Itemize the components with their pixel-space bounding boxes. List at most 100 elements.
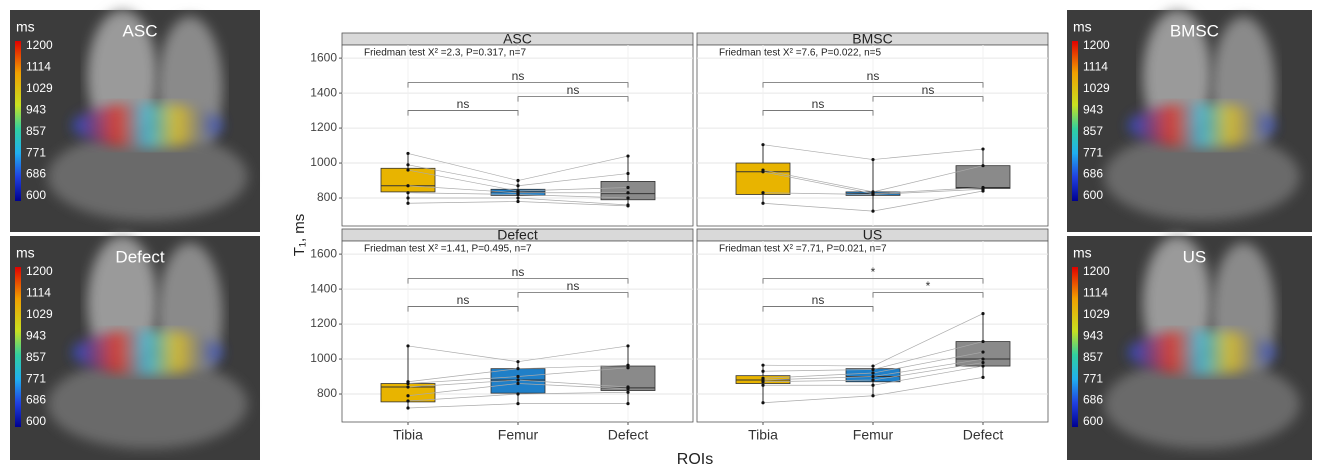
significance-label: ns <box>512 265 525 279</box>
y-tick-label: 800 <box>317 386 337 400</box>
colorbar-tick-label: 1200 <box>26 264 53 278</box>
subject-point <box>981 350 984 353</box>
facet-title: US <box>863 227 882 243</box>
image-label: Defect <box>115 247 164 266</box>
colorbar <box>15 267 21 427</box>
subject-point <box>871 378 874 381</box>
subject-point <box>761 364 764 367</box>
subject-point <box>406 184 409 187</box>
subject-point <box>981 361 984 364</box>
subject-point <box>406 202 409 205</box>
facet-title: BMSC <box>852 31 892 47</box>
significance-label: ns <box>512 69 525 83</box>
colorbar-tick-label: 600 <box>1083 414 1103 428</box>
subject-point <box>871 384 874 387</box>
annotation: Friedman test X² =1.41, P=0.495, n=7 <box>364 244 532 255</box>
colorbar-tick-label: 1200 <box>1083 264 1110 278</box>
colorbar-tick-label: 600 <box>1083 188 1103 202</box>
colorbar-tick-label: 1029 <box>1083 81 1110 95</box>
colorbar-tick-label: 600 <box>26 414 46 428</box>
colorbar-tick-label: 771 <box>1083 145 1103 159</box>
colorbar <box>1072 267 1078 427</box>
subject-point <box>406 152 409 155</box>
colorbar-tick-label: 1029 <box>26 307 53 321</box>
subject-point <box>981 357 984 360</box>
colorbar-tick-label: 943 <box>1083 328 1103 342</box>
box <box>956 166 1010 189</box>
y-tick-label: 1200 <box>310 316 337 330</box>
colorbar <box>1072 41 1078 201</box>
significance-label: ns <box>812 293 825 307</box>
x-tick-label: Femur <box>498 427 539 443</box>
subject-point <box>516 402 519 405</box>
subject-point <box>516 179 519 182</box>
colorbar-tick-label: 857 <box>26 350 46 364</box>
subject-point <box>871 193 874 196</box>
significance-label: ns <box>457 97 470 111</box>
subject-point <box>406 168 409 171</box>
x-axis-label: ROIs <box>677 451 713 468</box>
subject-point <box>981 312 984 315</box>
annotation: Friedman test X² =2.3, P=0.317, n=7 <box>364 48 526 59</box>
heatmap <box>1128 103 1275 147</box>
subject-point <box>626 204 629 207</box>
colorbar-tick-label: 771 <box>26 145 46 159</box>
heatmap <box>73 103 223 147</box>
colorbar-tick-label: 771 <box>1083 371 1103 385</box>
significance-label: ns <box>567 83 580 97</box>
subject-point <box>871 364 874 367</box>
y-tick-label: 800 <box>317 190 337 204</box>
image-label: ASC <box>123 21 158 40</box>
colorbar <box>15 41 21 201</box>
colorbar-tick-label: 686 <box>1083 393 1103 407</box>
colorbar-tick-label: 943 <box>1083 102 1103 116</box>
subject-point <box>871 210 874 213</box>
y-tick-label: 1400 <box>310 85 337 99</box>
significance-label: * <box>926 279 931 293</box>
colorbar-tick-label: 771 <box>26 371 46 385</box>
subject-point <box>516 184 519 187</box>
subject-point <box>981 164 984 167</box>
heatmap <box>1128 330 1275 375</box>
subject-point <box>626 402 629 405</box>
subject-point <box>516 196 519 199</box>
subject-point <box>761 370 764 373</box>
colorbar-tick-label: 857 <box>26 124 46 138</box>
x-tick-label: Defect <box>963 427 1004 443</box>
subject-point <box>761 143 764 146</box>
subject-point <box>981 376 984 379</box>
subject-point <box>406 399 409 402</box>
subject-point <box>626 366 629 369</box>
subject-point <box>406 191 409 194</box>
colorbar-tick-label: 1114 <box>1083 60 1108 74</box>
subject-point <box>761 384 764 387</box>
colorbar-tick-label: 1114 <box>26 286 51 300</box>
y-tick-label: 1000 <box>310 351 337 365</box>
colorbar-unit: ms <box>16 19 35 35</box>
subject-point <box>981 189 984 192</box>
subject-point <box>871 368 874 371</box>
x-tick-label: Femur <box>853 427 894 443</box>
subject-point <box>871 394 874 397</box>
significance-label: ns <box>922 83 935 97</box>
annotation: Friedman test X² =7.6, P=0.022, n=5 <box>719 48 881 59</box>
subject-point <box>516 382 519 385</box>
subject-point <box>761 202 764 205</box>
colorbar-tick-label: 1200 <box>1083 38 1110 52</box>
subject-point <box>981 147 984 150</box>
y-tick-label: 1200 <box>310 120 337 134</box>
subject-point <box>516 200 519 203</box>
y-axis-label: T₁, ms <box>291 214 308 257</box>
subject-point <box>871 371 874 374</box>
subject-point <box>406 196 409 199</box>
subject-point <box>626 387 629 390</box>
subject-point <box>516 360 519 363</box>
image-label: US <box>1183 247 1207 266</box>
image-panel: msBMSC120011141029943857771686600 <box>1067 10 1312 232</box>
x-tick-label: Tibia <box>393 427 423 443</box>
subject-point <box>871 375 874 378</box>
colorbar-tick-label: 1200 <box>26 38 53 52</box>
subject-point <box>981 364 984 367</box>
